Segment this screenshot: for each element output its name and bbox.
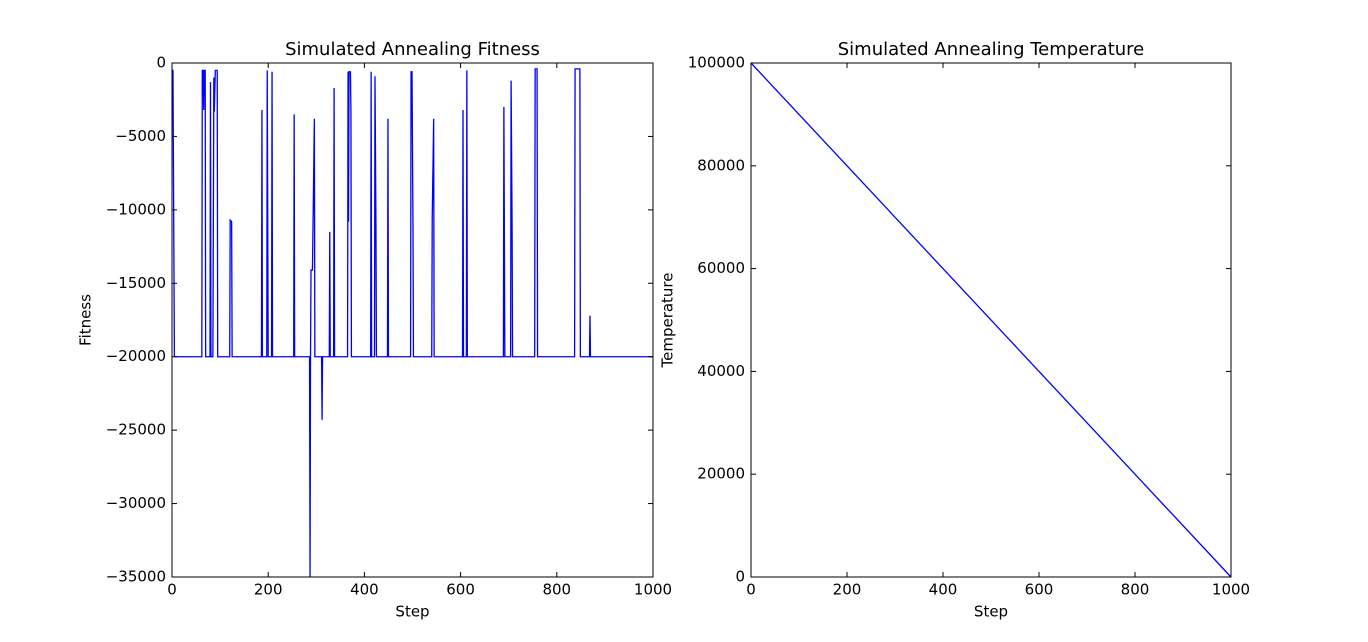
x-axis-label: Step [395, 603, 429, 621]
x-tick-label: 400 [350, 581, 379, 599]
x-tick-label: 800 [542, 581, 571, 599]
y-tick-label: 0 [735, 568, 745, 586]
chart-title: Simulated Annealing Temperature [838, 39, 1145, 60]
y-tick-label: −25000 [106, 421, 166, 439]
x-tick-label: 200 [254, 581, 283, 599]
y-tick-label: −5000 [115, 127, 166, 145]
x-tick-label: 1000 [634, 581, 672, 599]
x-tick-label: 800 [1121, 581, 1150, 599]
y-tick-label: −30000 [106, 494, 166, 512]
x-axis-label: Step [974, 603, 1008, 621]
x-tick-label: 0 [167, 581, 177, 599]
x-tick-label: 400 [929, 581, 958, 599]
y-tick-label: −10000 [106, 200, 166, 218]
plot-frame [171, 62, 654, 578]
line [750, 62, 1232, 578]
y-tick-label: −20000 [106, 347, 166, 365]
y-axis-label: Fitness [77, 294, 95, 346]
plot-frame [750, 62, 1232, 578]
y-tick-label: 80000 [697, 156, 745, 174]
x-tick-label: 0 [746, 581, 756, 599]
x-tick-label: 200 [833, 581, 862, 599]
y-tick-label: 60000 [697, 259, 745, 277]
y-axis-label: Temperature [659, 272, 677, 368]
x-tick-label: 1000 [1212, 581, 1250, 599]
y-tick-label: 20000 [697, 465, 745, 483]
line [172, 68, 653, 578]
x-tick-label: 600 [446, 581, 475, 599]
chart-title: Simulated Annealing Fitness [285, 39, 540, 60]
y-tick-label: 0 [156, 54, 166, 72]
y-tick-label: −15000 [106, 274, 166, 292]
x-tick-label: 600 [1025, 581, 1054, 599]
y-tick-label: 40000 [697, 362, 745, 380]
y-tick-label: 100000 [688, 54, 745, 72]
y-tick-label: −35000 [106, 568, 166, 586]
